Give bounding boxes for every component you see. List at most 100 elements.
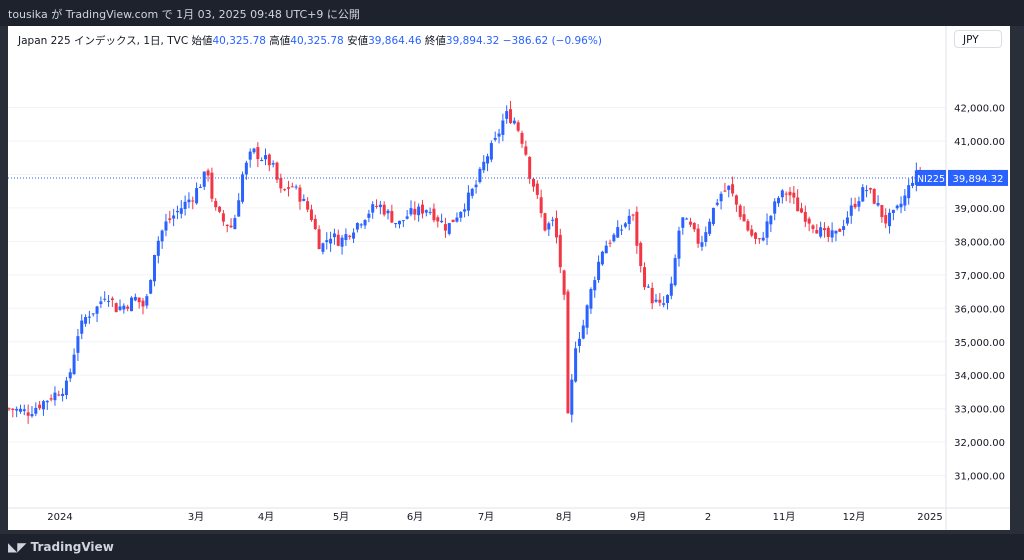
candle-body xyxy=(141,300,145,307)
candle-body xyxy=(156,240,160,256)
candle-body xyxy=(780,190,784,198)
candle-body xyxy=(815,229,819,234)
price-chart[interactable]: 31,000.00 32,000.00 33,000.00 34,000.00 35,0… xyxy=(8,26,1010,530)
candle-body xyxy=(562,270,566,295)
candle-body xyxy=(344,234,348,241)
currency-button[interactable]: JPY xyxy=(954,30,1002,48)
candle-body xyxy=(84,317,88,324)
candle-body xyxy=(417,206,421,216)
candle-body xyxy=(899,203,903,208)
candle-body xyxy=(727,185,731,190)
candle-body xyxy=(903,195,907,206)
candle-body xyxy=(535,183,539,195)
candle-body xyxy=(221,213,225,222)
candle-body xyxy=(826,227,830,238)
candle-body xyxy=(175,210,179,213)
candle-body xyxy=(895,205,899,209)
candle-body xyxy=(424,210,428,213)
candle-body xyxy=(822,228,826,231)
candle-body xyxy=(329,238,333,244)
legend-close-label: 終値 xyxy=(424,35,446,47)
candle-body xyxy=(673,258,677,286)
candle-body xyxy=(279,178,283,189)
candle-body xyxy=(225,224,229,227)
candle-body xyxy=(788,191,792,196)
candle-body xyxy=(233,218,237,230)
candle-body xyxy=(868,188,872,190)
candle-body xyxy=(80,320,84,334)
candle-body xyxy=(539,197,543,214)
candle-body xyxy=(811,225,815,229)
candle-body xyxy=(723,190,727,192)
candle-body xyxy=(857,201,861,207)
candle-body xyxy=(547,223,551,230)
candle-body xyxy=(566,291,570,414)
candle-body xyxy=(401,220,405,222)
candle-body xyxy=(22,409,26,412)
candle-body xyxy=(497,133,501,137)
candle-body xyxy=(386,210,390,214)
x-tick-label: 5月 xyxy=(333,511,349,523)
candle-body xyxy=(872,188,876,204)
y-tick-label: 39,000.00 xyxy=(954,204,1005,215)
candle-body xyxy=(742,214,746,222)
candle-body xyxy=(570,379,574,415)
candle-body xyxy=(99,301,103,305)
candle-body xyxy=(459,211,463,218)
candle-body xyxy=(531,178,535,187)
candle-body xyxy=(286,187,290,189)
candle-body xyxy=(325,240,329,243)
x-tick-label: 2025 xyxy=(917,512,942,523)
candle-body xyxy=(750,229,754,236)
candle-body xyxy=(474,184,478,188)
candle-body xyxy=(68,372,72,379)
candle-body xyxy=(95,306,99,314)
candle-body xyxy=(627,215,631,224)
symbol-tag xyxy=(916,169,946,186)
x-tick-label: 12月 xyxy=(843,511,866,523)
y-tick-label: 36,000.00 xyxy=(954,304,1005,315)
candle-body xyxy=(830,230,834,238)
symbol-tag-label: NI225 xyxy=(917,174,945,185)
candle-body xyxy=(773,201,777,214)
candle-body xyxy=(616,227,620,238)
candle-body xyxy=(777,197,781,204)
y-tick-label: 37,000.00 xyxy=(954,271,1005,282)
candle-body xyxy=(876,203,880,206)
candle-body xyxy=(593,280,597,291)
candle-body xyxy=(493,137,497,140)
tv-logo-icon: ◣◤ xyxy=(8,540,31,554)
candle-body xyxy=(363,220,367,226)
candle-body xyxy=(428,211,432,213)
candle-body xyxy=(443,224,447,231)
candle-body xyxy=(888,212,892,227)
candle-body xyxy=(210,172,214,199)
candle-body xyxy=(635,211,639,246)
candle-body xyxy=(38,404,42,409)
candle-body xyxy=(244,162,248,175)
candle-body xyxy=(382,204,386,215)
candle-body xyxy=(711,207,715,225)
candle-body xyxy=(799,208,803,213)
x-tick-label: 4月 xyxy=(258,511,274,523)
candle-body xyxy=(436,217,440,222)
candle-body xyxy=(198,186,202,188)
chart-legend: Japan 225 インデックス, 1日, TVC 始値40,325.78 高値… xyxy=(18,33,602,48)
candle-body xyxy=(665,295,669,303)
candle-body xyxy=(359,224,363,226)
candle-body xyxy=(769,215,773,225)
candle-body xyxy=(432,208,436,221)
legend-symbol: Japan 225 インデックス, 1日, TVC xyxy=(18,35,189,47)
candle-body xyxy=(49,398,53,400)
legend-open-label: 始値 xyxy=(191,35,213,47)
x-tick-label: 8月 xyxy=(556,511,572,523)
candle-body xyxy=(30,414,34,417)
candle-body xyxy=(708,221,712,234)
legend-high-value: 40,325.78 xyxy=(290,35,344,47)
candle-body xyxy=(8,408,11,410)
candle-body xyxy=(183,201,187,209)
x-tick-label: 6月 xyxy=(407,511,423,523)
candle-body xyxy=(252,148,256,153)
candle-body xyxy=(880,205,884,218)
candle-body xyxy=(413,208,417,215)
